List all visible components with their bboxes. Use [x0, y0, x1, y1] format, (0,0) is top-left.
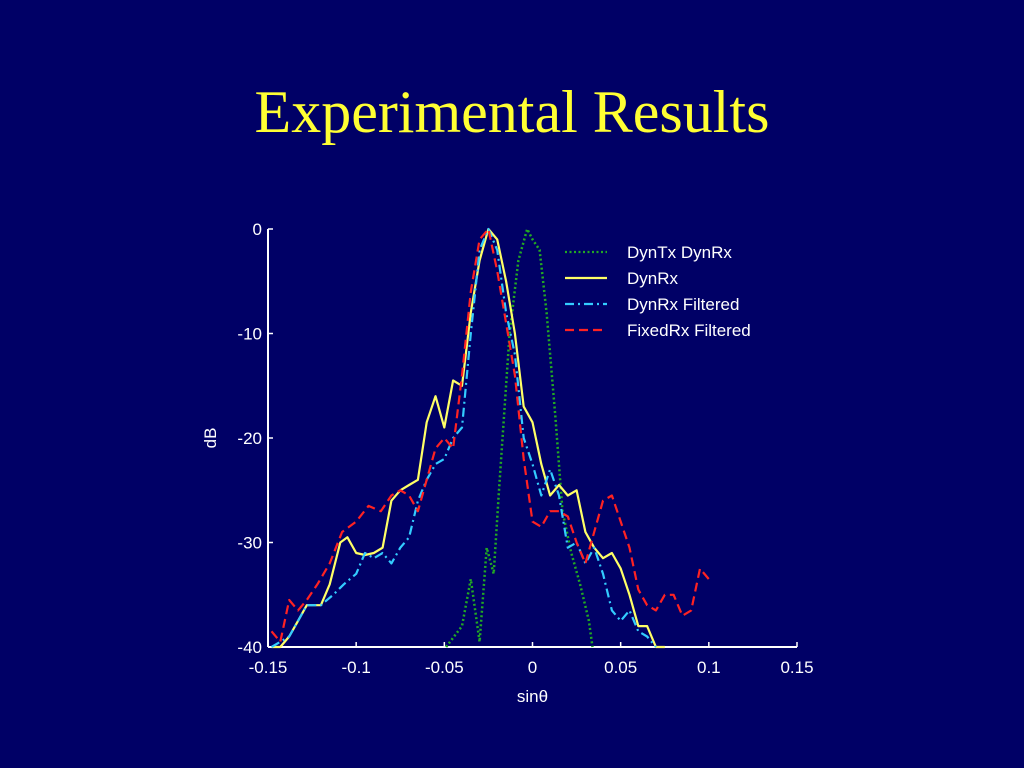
x-axis-label: sinθ — [517, 687, 548, 706]
x-tick-label: -0.15 — [249, 658, 288, 677]
legend-label: DynTx DynRx — [627, 243, 732, 262]
series-line-dyntx-dynrx — [445, 227, 594, 648]
series-line-fixedrx-filtered — [270, 227, 710, 643]
y-tick-label: -30 — [237, 534, 262, 553]
y-tick-label: -10 — [237, 325, 262, 344]
series-line-dynrx — [271, 227, 665, 649]
x-tick-label: 0.05 — [604, 658, 637, 677]
legend-label: DynRx — [627, 269, 679, 288]
legend-label: DynRx Filtered — [627, 295, 739, 314]
y-tick-label: -20 — [237, 429, 262, 448]
series-line-dynrx-filtered — [270, 227, 657, 648]
x-tick-label: 0 — [528, 658, 537, 677]
slide-title: Experimental Results — [254, 79, 770, 145]
y-axis-label: dB — [201, 428, 220, 449]
legend-label: FixedRx Filtered — [627, 321, 751, 340]
x-tick-label: 0.15 — [780, 658, 813, 677]
y-tick-label: 0 — [253, 220, 262, 239]
x-tick-label: -0.1 — [342, 658, 371, 677]
x-tick-label: -0.05 — [425, 658, 464, 677]
x-tick-label: 0.1 — [697, 658, 721, 677]
y-tick-label: -40 — [237, 638, 262, 657]
